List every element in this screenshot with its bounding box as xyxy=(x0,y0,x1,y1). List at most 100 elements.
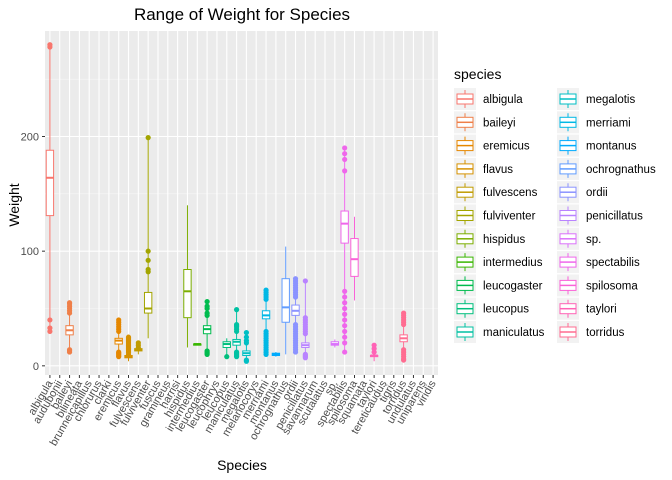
box-body xyxy=(183,269,192,319)
legend-key xyxy=(454,204,476,227)
outlier-point xyxy=(292,276,299,282)
box-spectabilis xyxy=(340,145,349,355)
outlier-point xyxy=(233,307,240,313)
box-body xyxy=(281,278,290,323)
box-fulviventer xyxy=(143,135,153,339)
chart-title: Range of Weight for Species xyxy=(134,5,350,24)
y-axis-title: Weight xyxy=(6,183,22,226)
box-ordii xyxy=(291,276,300,355)
outlier-point xyxy=(66,300,73,306)
box-albigula xyxy=(45,42,55,335)
outlier-point xyxy=(47,325,53,331)
box-flavus xyxy=(124,334,133,362)
legend-label: maniculatus xyxy=(483,327,545,339)
legend-label: spectabilis xyxy=(586,257,640,269)
outlier-point xyxy=(342,340,348,346)
box-sp xyxy=(330,339,340,348)
outlier-point xyxy=(66,347,73,353)
box-merriami xyxy=(261,287,271,357)
legend-key xyxy=(454,157,476,180)
legend-key xyxy=(454,321,476,343)
legend-label: montanus xyxy=(586,141,637,153)
outlier-point xyxy=(204,303,210,309)
legend-label: penicillatus xyxy=(586,211,643,223)
legend-key xyxy=(557,134,579,157)
outlier-point xyxy=(204,299,210,305)
x-axis-title: Species xyxy=(217,457,267,473)
legend-key xyxy=(454,111,476,134)
outlier-point xyxy=(342,334,348,340)
outlier-point xyxy=(243,329,250,336)
outlier-point xyxy=(233,349,240,355)
legend-key xyxy=(454,251,476,274)
legend-label: fulvescens xyxy=(483,187,538,199)
legend-label: merriami xyxy=(586,117,631,129)
outlier-point xyxy=(125,334,132,340)
outlier-point xyxy=(302,351,308,357)
box-body xyxy=(340,210,349,244)
legend-key xyxy=(557,204,579,227)
plot-panel: 0100200albigulaauduboniibaileyibilineata… xyxy=(21,31,439,448)
outlier-point xyxy=(342,145,348,151)
legend-label: intermedius xyxy=(483,257,543,269)
legend-label: flavus xyxy=(483,164,513,176)
legend-key xyxy=(557,251,579,274)
box-body xyxy=(350,238,359,277)
legend-key xyxy=(557,157,579,180)
legend-title: species xyxy=(454,66,501,82)
outlier-point xyxy=(302,278,308,284)
legend-key xyxy=(557,297,579,320)
legend-key xyxy=(454,88,476,110)
legend-label: leucogaster xyxy=(483,280,543,292)
outlier-point xyxy=(342,328,348,335)
outlier-point xyxy=(342,311,348,317)
box-intermedius xyxy=(193,343,202,346)
legend-key xyxy=(557,227,579,250)
outlier-point xyxy=(342,294,348,300)
outlier-point xyxy=(342,300,348,306)
panel-background xyxy=(45,31,438,375)
box-body xyxy=(143,291,153,314)
legend-key xyxy=(557,111,579,134)
box-ochrognathus xyxy=(281,246,290,355)
outlier-point xyxy=(145,135,151,141)
legend: species albigula baileyi eremicus flavus ful… xyxy=(454,66,656,343)
legend-key xyxy=(454,297,476,320)
box-baileyi xyxy=(65,300,74,355)
outlier-point xyxy=(302,315,308,321)
legend-label: ochrognathus xyxy=(586,164,656,176)
outlier-point xyxy=(401,310,407,316)
outlier-point xyxy=(371,342,377,348)
legend-label: megalotis xyxy=(586,94,635,106)
box-taylori xyxy=(369,342,379,362)
legend-label: fulviventer xyxy=(483,211,536,223)
outlier-point xyxy=(342,151,348,157)
outlier-point xyxy=(401,347,407,353)
outlier-point xyxy=(342,168,348,174)
y-tick-label: 100 xyxy=(21,246,39,258)
outlier-point xyxy=(342,323,348,329)
box-body xyxy=(45,149,55,217)
outlier-point xyxy=(292,321,299,328)
y-tick-label: 200 xyxy=(21,131,39,143)
legend-label: hispidus xyxy=(483,234,525,246)
outlier-point xyxy=(135,340,141,346)
y-tick-label: 0 xyxy=(33,361,39,373)
outlier-point xyxy=(145,266,151,273)
legend-key xyxy=(454,181,476,204)
box-leucopus xyxy=(222,338,231,360)
outlier-point xyxy=(145,248,151,254)
legend-key xyxy=(557,88,579,110)
legend-label: torridus xyxy=(586,327,625,339)
box-hispidus xyxy=(183,205,192,348)
outlier-point xyxy=(47,42,53,48)
legend-label: taylori xyxy=(586,304,617,316)
box-megalotis xyxy=(242,329,251,364)
outlier-point xyxy=(342,156,348,163)
box-spilosoma xyxy=(350,216,359,301)
box-torridus xyxy=(399,310,408,363)
legend-label: albigula xyxy=(483,94,523,106)
outlier-point xyxy=(243,357,250,363)
box-maniculatus xyxy=(232,307,241,360)
